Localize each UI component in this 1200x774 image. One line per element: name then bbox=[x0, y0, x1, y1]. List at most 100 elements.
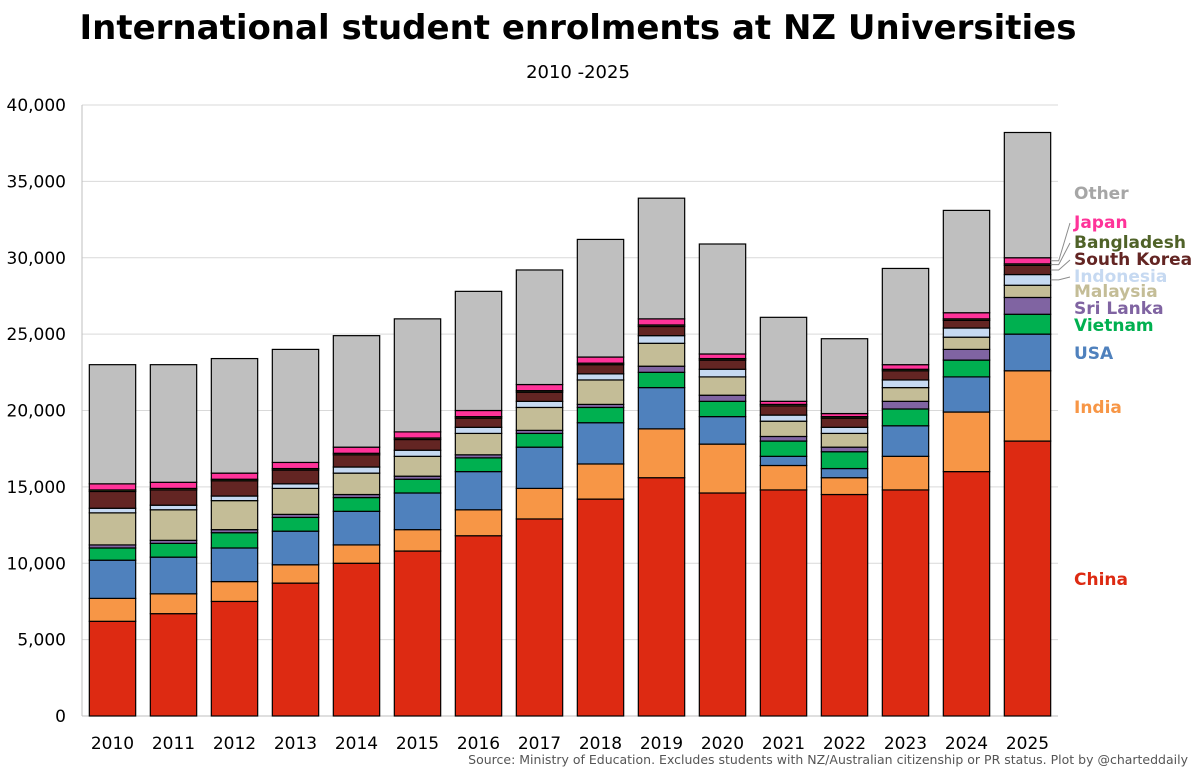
y-tick-label: 35,000 bbox=[7, 172, 66, 192]
x-tick-label: 2024 bbox=[945, 734, 988, 754]
series-label-india: India bbox=[1074, 398, 1122, 418]
bar-segment-japan-2015 bbox=[393, 431, 442, 439]
bar-segment-indonesia-2015 bbox=[393, 449, 442, 457]
bar-segment-malaysia-2020 bbox=[698, 376, 747, 396]
bar-segment-china-2012 bbox=[210, 600, 259, 717]
bar-segment-india-2012 bbox=[210, 580, 259, 603]
bar-segment-indonesia-2012 bbox=[210, 495, 259, 502]
bar-segment-sri-lanka-2025 bbox=[1003, 296, 1052, 315]
bar-segment-japan-2025 bbox=[1003, 257, 1052, 265]
x-tick-label: 2011 bbox=[152, 734, 195, 754]
bar-segment-malaysia-2025 bbox=[1003, 284, 1052, 299]
bar-segment-other-2025 bbox=[1003, 131, 1052, 259]
x-tick-label: 2021 bbox=[762, 734, 805, 754]
bar-segment-other-2010 bbox=[88, 364, 137, 485]
bar-segment-indonesia-2013 bbox=[271, 483, 320, 490]
bar-segment-india-2010 bbox=[88, 597, 137, 622]
series-label-indonesia: Indonesia bbox=[1074, 267, 1167, 287]
bar-segment-japan-2014 bbox=[332, 446, 381, 454]
bar-segment-usa-2022 bbox=[820, 467, 869, 479]
bar-segment-other-2015 bbox=[393, 318, 442, 433]
bar-segment-china-2011 bbox=[149, 613, 198, 717]
x-tick-label: 2022 bbox=[823, 734, 866, 754]
bar-segment-sri-lanka-2019 bbox=[637, 365, 686, 373]
bar-segment-sri-lanka-2023 bbox=[881, 400, 930, 410]
bar-segment-usa-2016 bbox=[454, 471, 503, 511]
x-tick-label: 2025 bbox=[1006, 734, 1049, 754]
bar-segment-vietnam-2021 bbox=[759, 440, 808, 457]
x-tick-label: 2017 bbox=[518, 734, 561, 754]
bars bbox=[88, 131, 1052, 717]
x-tick-label: 2015 bbox=[396, 734, 439, 754]
bar-segment-usa-2018 bbox=[576, 422, 625, 465]
bar-segment-other-2021 bbox=[759, 316, 808, 402]
bar-segment-japan-2018 bbox=[576, 356, 625, 364]
bar-segment-sri-lanka-2020 bbox=[698, 394, 747, 402]
bar-segment-other-2018 bbox=[576, 238, 625, 358]
bar-stack-2025 bbox=[1003, 131, 1052, 717]
bar-segment-usa-2025 bbox=[1003, 333, 1052, 372]
x-tick-label: 2010 bbox=[91, 734, 134, 754]
bar-segment-other-2024 bbox=[942, 209, 991, 314]
bar-segment-china-2023 bbox=[881, 489, 930, 717]
bar-segment-usa-2015 bbox=[393, 492, 442, 531]
bar-segment-usa-2011 bbox=[149, 556, 198, 595]
bar-segment-china-2024 bbox=[942, 471, 991, 717]
leader-line bbox=[1050, 222, 1071, 262]
bar-segment-vietnam-2014 bbox=[332, 496, 381, 512]
bar-segment-china-2013 bbox=[271, 582, 320, 717]
series-label-bangladesh: Bangladesh bbox=[1074, 233, 1186, 253]
bar-segment-indonesia-2017 bbox=[515, 400, 564, 409]
bar-segment-malaysia-2014 bbox=[332, 472, 381, 496]
bar-segment-usa-2023 bbox=[881, 425, 930, 457]
y-tick-label: 10,000 bbox=[7, 554, 66, 574]
bar-segment-malaysia-2011 bbox=[149, 509, 198, 541]
bar-segment-china-2022 bbox=[820, 493, 869, 717]
bar-segment-other-2020 bbox=[698, 243, 747, 355]
x-tick-label: 2018 bbox=[579, 734, 622, 754]
leader-line bbox=[1050, 242, 1071, 266]
bar-stack-2023 bbox=[881, 267, 930, 717]
bar-segment-malaysia-2023 bbox=[881, 386, 930, 402]
bar-segment-indonesia-2020 bbox=[698, 368, 747, 378]
bar-segment-india-2019 bbox=[637, 428, 686, 479]
bar-segment-malaysia-2013 bbox=[271, 487, 320, 515]
bar-segment-other-2022 bbox=[820, 338, 869, 415]
bar-segment-vietnam-2011 bbox=[149, 542, 198, 558]
x-tick-label: 2013 bbox=[274, 734, 317, 754]
bar-segment-india-2021 bbox=[759, 464, 808, 491]
bar-segment-indonesia-2024 bbox=[942, 327, 991, 338]
x-tick-label: 2016 bbox=[457, 734, 500, 754]
bar-segment-south-korea-2011 bbox=[149, 489, 198, 506]
series-label-other: Other bbox=[1074, 184, 1129, 204]
y-tick-label: 15,000 bbox=[7, 478, 66, 498]
bar-segment-malaysia-2015 bbox=[393, 455, 442, 477]
bar-segment-india-2024 bbox=[942, 411, 991, 473]
bar-segment-usa-2017 bbox=[515, 446, 564, 490]
bar-stack-2014 bbox=[332, 335, 381, 717]
bar-segment-india-2017 bbox=[515, 487, 564, 520]
bar-segment-vietnam-2016 bbox=[454, 457, 503, 473]
bar-segment-vietnam-2012 bbox=[210, 532, 259, 549]
bar-stack-2020 bbox=[698, 243, 747, 717]
bar-segment-usa-2019 bbox=[637, 386, 686, 430]
bar-stack-2019 bbox=[637, 197, 686, 717]
x-tick-label: 2014 bbox=[335, 734, 378, 754]
bar-segment-south-korea-2010 bbox=[88, 490, 137, 509]
bar-segment-malaysia-2010 bbox=[88, 512, 137, 546]
bar-segment-china-2021 bbox=[759, 489, 808, 717]
bar-segment-usa-2012 bbox=[210, 547, 259, 583]
bar-segment-indonesia-2010 bbox=[88, 507, 137, 514]
bar-stack-2017 bbox=[515, 269, 564, 717]
bar-segment-south-korea-2013 bbox=[271, 469, 320, 485]
bar-segment-other-2011 bbox=[149, 364, 198, 483]
bar-segment-south-korea-2022 bbox=[820, 417, 869, 428]
series-label-japan: Japan bbox=[1073, 213, 1128, 233]
bar-segment-china-2015 bbox=[393, 550, 442, 717]
bar-segment-japan-2019 bbox=[637, 318, 686, 326]
bar-segment-other-2019 bbox=[637, 197, 686, 320]
bar-segment-usa-2010 bbox=[88, 559, 137, 599]
bar-segment-vietnam-2018 bbox=[576, 406, 625, 424]
bar-segment-malaysia-2016 bbox=[454, 432, 503, 456]
